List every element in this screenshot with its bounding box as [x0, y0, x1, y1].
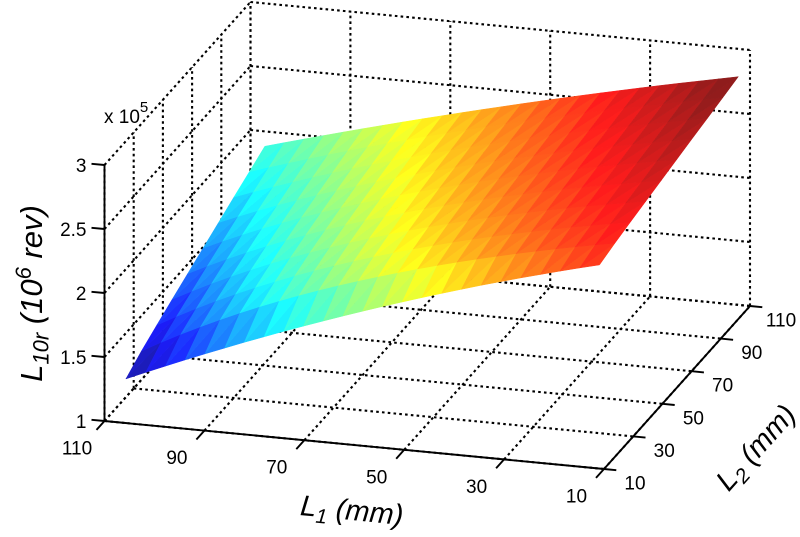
svg-text:50: 50 — [366, 467, 387, 488]
svg-text:110: 110 — [62, 439, 92, 460]
svg-text:30: 30 — [466, 477, 487, 498]
svg-text:10: 10 — [566, 487, 587, 508]
svg-text:1.5: 1.5 — [60, 348, 86, 369]
svg-text:3: 3 — [76, 156, 87, 177]
svg-text:1: 1 — [76, 412, 87, 433]
svg-text:2.5: 2.5 — [60, 220, 86, 241]
svg-text:50: 50 — [683, 408, 704, 429]
svg-text:90: 90 — [166, 448, 187, 469]
svg-text:90: 90 — [741, 343, 762, 364]
svg-text:2: 2 — [76, 284, 87, 305]
svg-text:110: 110 — [766, 311, 796, 332]
svg-text:10: 10 — [624, 474, 645, 495]
svg-text:30: 30 — [654, 441, 675, 462]
svg-text:70: 70 — [266, 458, 287, 479]
svg-text:70: 70 — [712, 376, 733, 397]
